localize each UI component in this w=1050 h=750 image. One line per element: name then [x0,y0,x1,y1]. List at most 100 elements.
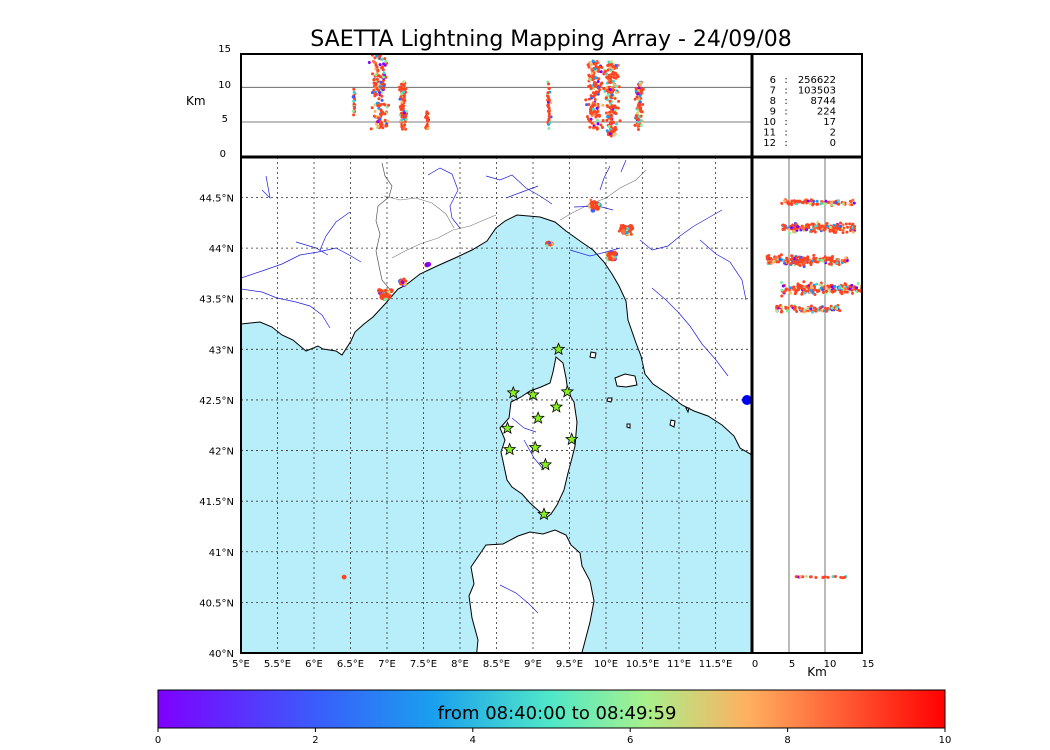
height-point [814,576,818,580]
height-point [798,260,802,264]
height-point [780,288,784,292]
altitude-point [600,125,604,129]
height-point [848,222,852,226]
giglio-island [669,419,676,428]
altitude-point [377,89,381,93]
height-point [775,304,779,308]
height-point [814,224,818,228]
altitude-point [590,71,594,75]
height-point [802,280,806,284]
height-point [816,260,820,264]
altitude-point [591,91,595,95]
colorbar-tick-label: 10 [939,735,952,746]
altitude-panel: Km 15 10 5 0 [186,44,752,160]
height-point [798,199,802,203]
altitude-point [596,118,600,122]
altitude-point [351,109,355,113]
lightning-point [384,288,387,292]
altitude-point [382,84,386,88]
height-point [787,228,791,232]
altitude-point [614,76,618,80]
lightning-point [621,229,626,234]
altitude-point [594,76,598,80]
lightning-point [624,224,627,228]
altitude-point [380,94,384,98]
altitude-point [633,97,637,101]
height-point [780,294,784,298]
altitude-point [592,94,596,98]
altitude-point [640,89,644,93]
station-count-value: 0 [830,138,836,149]
height-point [813,230,817,234]
altitude-point [380,86,384,90]
altitude-point [592,87,596,91]
altitude-point [404,109,408,113]
altitude-point [588,125,592,129]
altitude-point [634,116,638,120]
lon-tick-label: 9°E [524,659,542,670]
station-star [506,385,521,399]
altitude-point [585,103,589,107]
altitude-tick-15: 15 [218,44,231,55]
altitude-point [601,103,605,107]
altitude-point [613,125,617,129]
station-count-sep: : [784,138,787,149]
height-point [778,257,782,261]
height-point [844,222,848,226]
height-point [812,253,816,257]
altitude-point [352,113,356,117]
altitude-point [615,73,619,77]
altitude-point [377,97,381,101]
altitude-point [546,95,550,99]
height-point [809,307,813,311]
altitude-point [547,126,551,130]
altitude-point [424,115,428,119]
station-count-value: 224 [817,107,836,118]
altitude-point [609,117,613,121]
height-point [800,201,804,205]
height-point [808,261,812,265]
altitude-point [399,95,403,99]
height-point [844,256,848,260]
height-point [822,286,826,290]
height-point [851,291,855,295]
sardinia-island [468,529,595,653]
altitude-point [374,122,378,126]
height-point [783,226,787,230]
height-point [840,259,844,263]
altitude-axis-label: Km [186,94,206,108]
altitude-point [379,80,383,84]
height-point [809,289,813,293]
altitude-point [376,68,380,72]
national-border [375,162,393,293]
altitude-point [585,115,589,119]
altitude-point [379,102,383,106]
height-point [793,305,797,309]
height-point [841,576,845,580]
altitude-point [377,116,381,120]
lon-tick-label: 10.5°E [626,659,660,670]
altitude-point [607,125,611,129]
altitude-point [549,101,553,105]
height-point [829,225,833,229]
station-count-value: 2 [830,128,836,139]
altitude-point [611,110,615,114]
colorbar-tick-label: 4 [470,735,476,746]
altitude-point [379,109,383,113]
altitude-point [400,118,404,122]
altitude-point [546,104,550,108]
height-point [820,309,824,313]
height-point [789,286,793,290]
height-point [794,222,798,226]
height-point [830,306,834,310]
station-count-sep: : [784,107,787,118]
altitude-point [608,99,612,103]
altitude-point [375,101,379,105]
height-point [785,257,789,261]
altitude-point [638,103,642,107]
lightning-point [608,256,613,262]
altitude-point [639,118,643,122]
height-point [780,201,784,205]
altitude-point [639,123,643,127]
